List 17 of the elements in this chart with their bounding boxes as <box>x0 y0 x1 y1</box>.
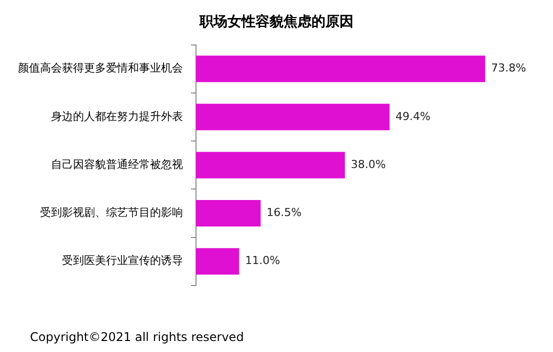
y-tick-label: 受到影视剧、综艺节目的影响 <box>40 206 183 220</box>
bar <box>196 104 390 130</box>
data-label: 49.4% <box>396 110 431 123</box>
bar <box>196 152 345 178</box>
y-tick-label: 受到医美行业宣传的诱导 <box>62 254 183 268</box>
bar <box>196 248 240 275</box>
text: Copyright©2021 all rights reserved <box>30 330 244 344</box>
data-label: 16.5% <box>266 206 302 220</box>
y-tick-label: 颜值高会获得更多爱情和事业机会 <box>18 62 183 75</box>
data-label: 73.8% <box>491 62 526 75</box>
data-label: 38.0% <box>350 158 386 171</box>
bar <box>196 56 486 82</box>
data-label: 11.0% <box>245 254 280 268</box>
y-tick-label: 身边的人都在努力提升外表 <box>51 110 183 123</box>
y-tick-label: 自己因容貌普通经常被忽视 <box>51 158 183 171</box>
chart-title: 职场女性容貌焦虑的原因 <box>198 13 354 30</box>
bar <box>196 200 261 226</box>
